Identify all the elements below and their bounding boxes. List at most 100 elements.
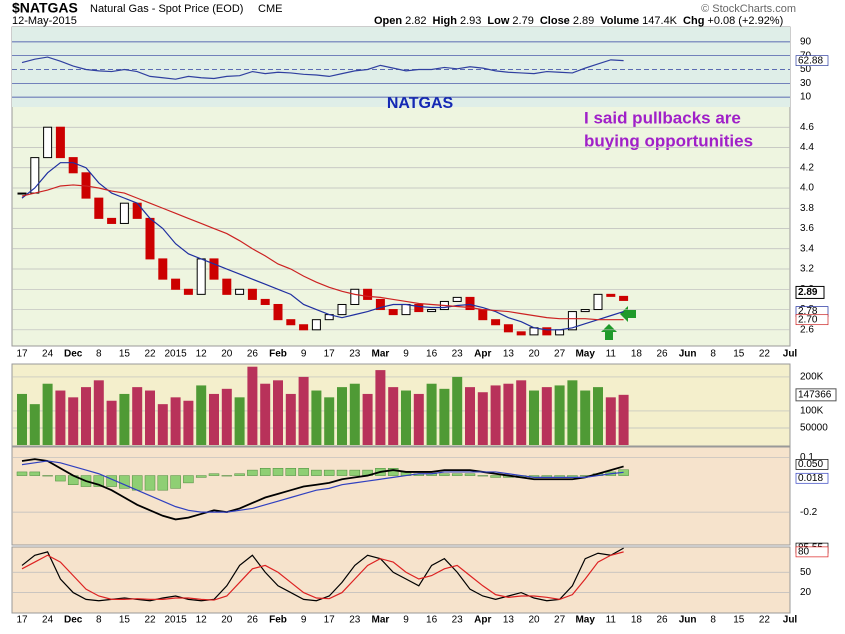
x-tick-label: May	[575, 349, 595, 360]
stat-value: 2.82	[405, 15, 426, 27]
stat-label: Chg	[683, 15, 704, 27]
candle	[491, 319, 501, 326]
candle	[529, 327, 539, 336]
value-label-box	[795, 314, 829, 326]
y-tick-label: 3.2	[800, 264, 814, 275]
x-tick-label: 26	[247, 615, 259, 626]
volume-bar	[362, 393, 373, 445]
volume-bar	[516, 380, 527, 445]
x-tick-label: 9	[403, 349, 409, 360]
y-tick-label: 4.6	[800, 122, 814, 133]
x-tick-label: 9	[403, 615, 409, 626]
x-tick-label: 16	[426, 615, 438, 626]
volume-bar	[42, 383, 53, 445]
candle	[555, 329, 565, 336]
value-label-box	[795, 459, 829, 470]
candle	[401, 303, 411, 316]
stat-value: 147.4K	[642, 15, 678, 27]
annotation: I said pullbacks are	[584, 108, 741, 127]
volume-bar	[337, 387, 347, 445]
volume-bar	[413, 393, 424, 445]
histogram-bar	[387, 468, 399, 476]
histogram-bar	[208, 473, 220, 476]
volume-bar	[196, 385, 207, 445]
candle	[196, 258, 206, 295]
x-tick-label: Feb	[269, 615, 287, 626]
symbol: $NATGAS	[12, 0, 78, 16]
volume-bar	[375, 370, 386, 445]
histogram-bar	[349, 469, 361, 476]
candle	[222, 278, 232, 295]
candle	[427, 309, 437, 313]
x-tick-label: 9	[301, 349, 307, 360]
stat-label: High	[433, 15, 458, 27]
stat-value: +0.08 (+2.92%)	[707, 15, 783, 27]
candle	[158, 258, 168, 280]
volume-bar	[426, 383, 437, 445]
x-tick-label: 2015	[164, 615, 187, 626]
value-label: 0.018	[798, 473, 823, 484]
histogram-bar	[234, 473, 245, 476]
candle	[414, 303, 424, 313]
x-tick-label: Jul	[783, 349, 798, 360]
x-tick-label: 11	[606, 349, 617, 360]
indicator-line	[21, 162, 624, 331]
candle	[478, 309, 488, 321]
histogram-bar	[464, 473, 476, 476]
candle	[619, 295, 629, 301]
volume-bar	[170, 397, 181, 445]
volume-bar	[349, 383, 360, 445]
volume-bar	[452, 376, 463, 445]
x-tick-label: 18	[631, 615, 643, 626]
x-tick-label: 23	[349, 349, 361, 360]
value-label-box	[795, 285, 825, 299]
value-label: 2.78	[798, 306, 818, 317]
candle	[43, 126, 53, 159]
stat-value: 2.89	[573, 15, 594, 27]
volume-bar	[618, 394, 629, 445]
indicator-line	[21, 184, 624, 321]
credit: © StockCharts.com	[701, 3, 796, 15]
histogram-bar	[259, 468, 271, 476]
histogram-bar	[55, 475, 66, 482]
histogram-bar	[272, 468, 284, 476]
stat-label: Low	[487, 15, 509, 27]
volume-bar	[273, 380, 283, 445]
histogram-bar	[490, 475, 501, 478]
volume-bar	[68, 397, 79, 445]
x-tick-label: Jul	[783, 615, 798, 626]
candle	[247, 288, 257, 300]
panel-title: NATGAS	[387, 95, 454, 112]
histogram-bar	[285, 468, 297, 476]
histogram-bar	[195, 475, 207, 478]
volume-bar	[183, 400, 194, 445]
y-tick-label: 20	[800, 587, 812, 598]
candle	[593, 293, 603, 311]
x-tick-label: Dec	[64, 349, 83, 360]
volume-bar	[593, 387, 603, 445]
histogram-bar	[451, 473, 463, 476]
x-tick-label: 18	[631, 349, 643, 360]
volume-bar	[106, 400, 117, 445]
candle	[452, 296, 462, 302]
y-tick-label: 3.4	[800, 243, 814, 254]
exchange: CME	[258, 3, 282, 15]
volume-bar	[81, 387, 91, 445]
y-tick-label: 0.1	[800, 452, 814, 463]
volume-bar	[247, 366, 258, 445]
value-label: 0.050	[798, 459, 823, 470]
candle	[17, 192, 27, 195]
x-tick-label: 2015	[164, 349, 187, 360]
x-tick-label: 17	[324, 349, 336, 360]
volume-bar	[145, 390, 155, 445]
histogram-bar	[170, 475, 181, 489]
x-tick-label: 12	[196, 349, 208, 360]
x-tick-label: 27	[554, 615, 566, 626]
volume-bar	[119, 393, 130, 445]
candle	[363, 288, 373, 300]
volume-bar	[93, 380, 104, 445]
stat-value: 2.93	[460, 15, 481, 27]
value-label-box	[795, 55, 829, 66]
macd-panel	[11, 446, 791, 546]
histogram-bar	[311, 469, 322, 476]
